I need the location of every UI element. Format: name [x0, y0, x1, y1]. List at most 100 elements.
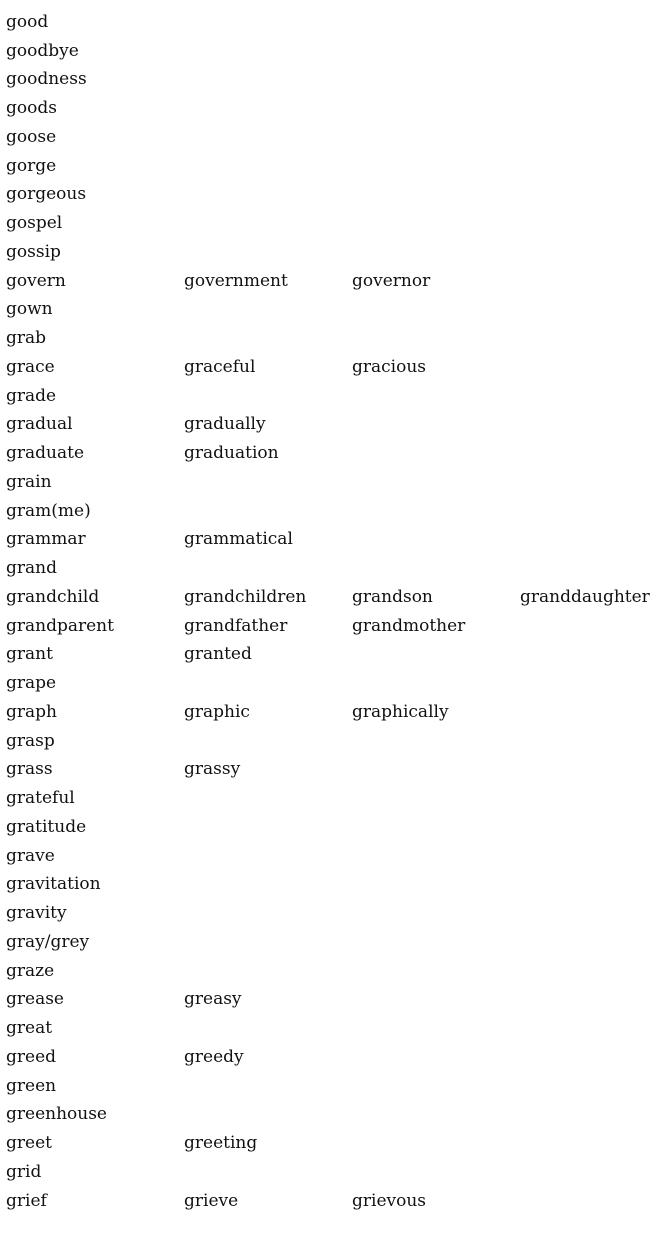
word-entry: grandmother	[352, 615, 466, 636]
word-entry: greasy	[184, 989, 242, 1010]
word-entry: govern	[6, 270, 66, 291]
word-row: goose	[6, 123, 666, 152]
word-entry: grief	[6, 1190, 47, 1211]
word-entry: graceful	[184, 356, 256, 377]
word-entry: great	[6, 1018, 53, 1039]
word-entry: green	[6, 1075, 57, 1096]
word-row: gossip	[6, 238, 666, 267]
word-entry: grape	[6, 673, 57, 694]
word-entry: gossip	[6, 241, 61, 262]
word-row: grease greasy	[6, 986, 666, 1015]
word-entry: goodbye	[6, 40, 79, 61]
word-row: gravitation	[6, 871, 666, 900]
word-entry: graphically	[352, 701, 449, 722]
word-entry: governor	[352, 270, 431, 291]
word-entry: granted	[184, 644, 252, 665]
word-entry: grandchildren	[184, 586, 307, 607]
word-row: green	[6, 1072, 666, 1101]
word-entry: gradually	[184, 414, 266, 435]
word-row: goodness	[6, 66, 666, 95]
word-row: grief grieve grievous	[6, 1187, 666, 1216]
word-row: gospel	[6, 209, 666, 238]
word-entry: greet	[6, 1133, 52, 1154]
word-row: grave	[6, 842, 666, 871]
word-row: grid	[6, 1158, 666, 1187]
word-entry: grain	[6, 471, 52, 492]
word-row: gratitude	[6, 813, 666, 842]
word-row: govern government governor	[6, 267, 666, 296]
word-row: grandchild grandchildren grandson granddaug…	[6, 583, 666, 612]
word-row: gorge	[6, 152, 666, 181]
word-entry: gravitation	[6, 874, 101, 895]
word-entry: gratitude	[6, 816, 87, 837]
word-row: grade	[6, 382, 666, 411]
word-entry: granddaughter	[520, 586, 650, 607]
word-row: grasp	[6, 727, 666, 756]
word-entry: grandfather	[184, 615, 288, 636]
word-entry: greedy	[184, 1046, 244, 1067]
word-row: goodbye	[6, 37, 666, 66]
word-row: grab	[6, 324, 666, 353]
word-entry: grievous	[352, 1190, 427, 1211]
word-row: great	[6, 1014, 666, 1043]
word-entry: grieve	[184, 1190, 239, 1211]
word-entry: grandson	[352, 586, 433, 607]
word-entry: graduation	[184, 443, 279, 464]
word-row: gram(me)	[6, 497, 666, 526]
word-entry: grease	[6, 989, 64, 1010]
word-row: graze	[6, 957, 666, 986]
word-entry: grasp	[6, 730, 55, 751]
word-row: grand	[6, 554, 666, 583]
word-entry: grandparent	[6, 615, 114, 636]
word-entry: grandchild	[6, 586, 100, 607]
word-row: goods	[6, 94, 666, 123]
word-entry: graduate	[6, 443, 85, 464]
word-entry: gray/grey	[6, 931, 90, 952]
word-entry: gospel	[6, 213, 63, 234]
word-row: good	[6, 8, 666, 37]
word-entry: grand	[6, 558, 57, 579]
word-row: gown	[6, 296, 666, 325]
word-entry: grant	[6, 644, 53, 665]
word-entry: gradual	[6, 414, 73, 435]
word-row: grammar grammatical	[6, 526, 666, 555]
word-entry: gram(me)	[6, 500, 91, 521]
word-entry: grammar	[6, 529, 86, 550]
word-row: grape	[6, 669, 666, 698]
word-list: good goodbye goodness goods goose gorge gorgeo…	[6, 8, 666, 1216]
word-entry: goose	[6, 126, 57, 147]
word-entry: grave	[6, 845, 55, 866]
word-row: greet greeting	[6, 1129, 666, 1158]
word-row: gravity	[6, 899, 666, 928]
word-entry: greenhouse	[6, 1104, 107, 1125]
word-entry: gracious	[352, 356, 427, 377]
word-row: grateful	[6, 784, 666, 813]
word-row: grant granted	[6, 641, 666, 670]
word-entry: graph	[6, 701, 57, 722]
word-row: grain	[6, 468, 666, 497]
word-entry: graphic	[184, 701, 250, 722]
word-entry: goodness	[6, 69, 87, 90]
word-row: grace graceful gracious	[6, 353, 666, 382]
word-entry: grab	[6, 328, 47, 349]
word-entry: gown	[6, 299, 53, 320]
word-entry: grass	[6, 759, 53, 780]
word-entry: grid	[6, 1161, 42, 1182]
word-entry: gorge	[6, 155, 57, 176]
word-entry: graze	[6, 960, 55, 981]
word-entry: gorgeous	[6, 184, 87, 205]
word-row: gradual gradually	[6, 411, 666, 440]
word-row: greenhouse	[6, 1101, 666, 1130]
word-entry: grassy	[184, 759, 241, 780]
word-entry: goods	[6, 98, 57, 119]
word-row: grandparent grandfather grandmother	[6, 612, 666, 641]
word-entry: grammatical	[184, 529, 293, 550]
word-entry: greeting	[184, 1133, 258, 1154]
word-entry: grateful	[6, 788, 75, 809]
word-row: greed greedy	[6, 1043, 666, 1072]
word-row: gorgeous	[6, 181, 666, 210]
word-row: graduate graduation	[6, 439, 666, 468]
word-entry: government	[184, 270, 288, 291]
word-entry: greed	[6, 1046, 57, 1067]
word-row: grass grassy	[6, 756, 666, 785]
